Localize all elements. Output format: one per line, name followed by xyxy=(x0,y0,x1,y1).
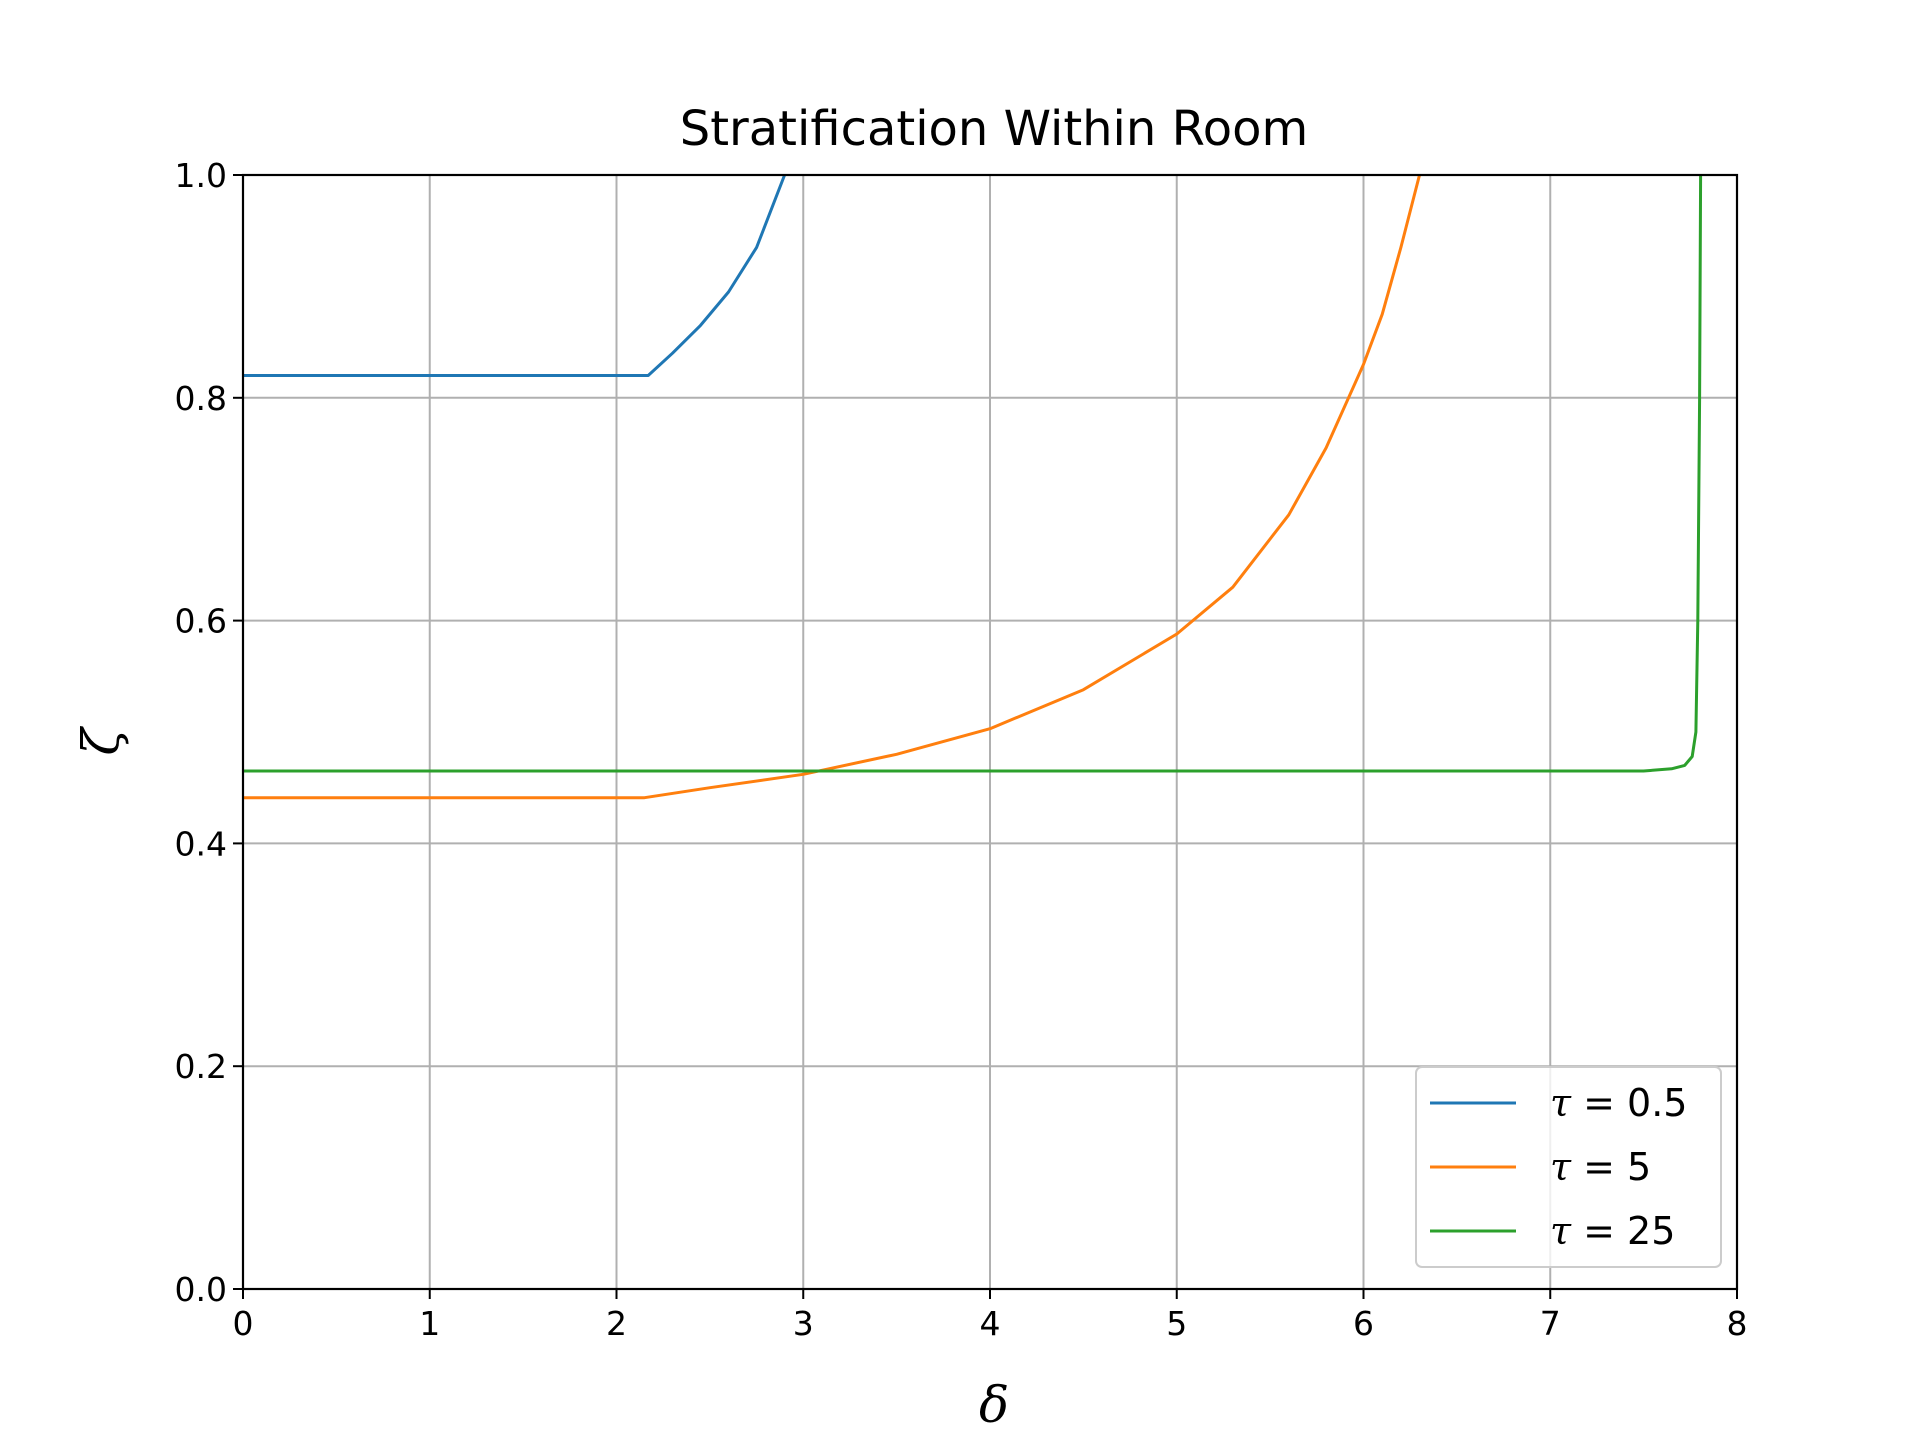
chart-title: Stratification Within Room xyxy=(680,101,1309,157)
y-tick-label: 0.0 xyxy=(175,1270,227,1309)
legend-box xyxy=(1415,1066,1722,1268)
legend-symbol: τ xyxy=(1550,1145,1572,1189)
x-tick-label: 4 xyxy=(980,1304,1001,1343)
legend-value: = 25 xyxy=(1571,1209,1675,1253)
ticks: 0 1 2 3 4 5 6 7 8 0.0 0.2 0.4 0.6 0.8 1.0 xyxy=(175,156,1748,1343)
legend-label: τ = 25 xyxy=(1550,1209,1675,1253)
series-line-2 xyxy=(243,174,1421,800)
legend-value: = 5 xyxy=(1571,1145,1651,1189)
x-tick-label: 3 xyxy=(793,1304,814,1343)
legend-label: τ = 5 xyxy=(1550,1145,1651,1189)
x-tick-label: 1 xyxy=(419,1304,440,1343)
series-line-3 xyxy=(243,174,1703,773)
legend: τ = 0.5τ = 5τ = 25 xyxy=(1415,1066,1722,1268)
x-axis-label: δ xyxy=(979,1376,1009,1434)
legend-symbol: τ xyxy=(1550,1081,1572,1125)
x-tick-label: 8 xyxy=(1727,1304,1748,1343)
x-tick-label: 7 xyxy=(1540,1304,1561,1343)
legend-symbol: τ xyxy=(1550,1209,1572,1253)
y-tick-label: 0.6 xyxy=(175,602,227,641)
y-axis-label: ζ xyxy=(72,726,130,756)
legend-value: = 0.5 xyxy=(1571,1081,1687,1125)
y-tick-label: 0.2 xyxy=(175,1047,227,1086)
y-tick-label: 1.0 xyxy=(175,156,227,195)
y-tick-label: 0.4 xyxy=(175,824,227,863)
x-tick-label: 0 xyxy=(233,1304,254,1343)
series-line-1 xyxy=(243,174,786,377)
x-tick-label: 5 xyxy=(1166,1304,1187,1343)
legend-label: τ = 0.5 xyxy=(1550,1081,1687,1125)
x-tick-label: 2 xyxy=(606,1304,627,1343)
x-tick-label: 6 xyxy=(1353,1304,1374,1343)
y-tick-label: 0.8 xyxy=(175,379,227,418)
series-layer xyxy=(243,174,1703,800)
